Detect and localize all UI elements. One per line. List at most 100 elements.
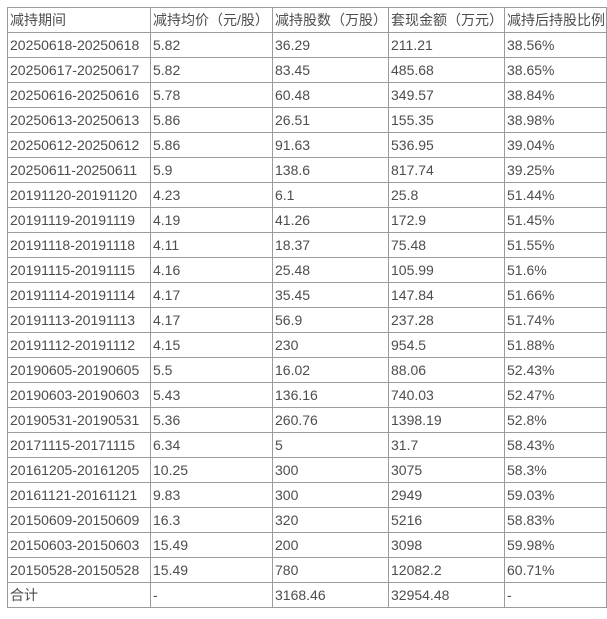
table-cell: 20191119-20191119 bbox=[7, 207, 151, 233]
table-cell: 51.44% bbox=[504, 182, 607, 208]
table-cell: 38.65% bbox=[504, 57, 607, 83]
table-cell: 51.55% bbox=[504, 232, 607, 258]
table-cell: 485.68 bbox=[388, 57, 505, 83]
table-cell: 4.23 bbox=[150, 182, 273, 208]
table-cell: 83.45 bbox=[272, 57, 389, 83]
table-cell: 58.3% bbox=[504, 457, 607, 483]
table-cell: 1398.19 bbox=[388, 407, 505, 433]
table-cell: 15.49 bbox=[150, 557, 273, 583]
table-cell: 20191120-20191120 bbox=[7, 182, 151, 208]
table-cell: 58.43% bbox=[504, 432, 607, 458]
table-cell: 300 bbox=[272, 457, 389, 483]
table-cell: 4.17 bbox=[150, 282, 273, 308]
table-cell: 38.98% bbox=[504, 107, 607, 133]
table-cell: 52.43% bbox=[504, 357, 607, 383]
table-cell: 5.9 bbox=[150, 157, 273, 183]
table-cell: 60.48 bbox=[272, 82, 389, 108]
table-row: 20150528-20150528 15.49 780 12082.2 60.71% bbox=[7, 557, 607, 583]
table-cell: 38.84% bbox=[504, 82, 607, 108]
table-row: 20191114-20191114 4.17 35.45 147.84 51.66% bbox=[7, 282, 607, 308]
table-row: 20191113-20191113 4.17 56.9 237.28 51.74% bbox=[7, 307, 607, 333]
table-body: 20250618-20250618 5.82 36.29 211.21 38.56% 20… bbox=[7, 32, 607, 608]
table-cell: 6.34 bbox=[150, 432, 273, 458]
table-cell: 4.17 bbox=[150, 307, 273, 333]
table-cell: 320 bbox=[272, 507, 389, 533]
total-cell: 合计 bbox=[7, 582, 151, 608]
table-cell: 59.03% bbox=[504, 482, 607, 508]
table-cell: 10.25 bbox=[150, 457, 273, 483]
table-row: 20191118-20191118 4.11 18.37 75.48 51.55% bbox=[7, 232, 607, 258]
table-row: 20161205-20161205 10.25 300 3075 58.3% bbox=[7, 457, 607, 483]
table-cell: 20150603-20150603 bbox=[7, 532, 151, 558]
table-cell: 59.98% bbox=[504, 532, 607, 558]
table-cell: 20150528-20150528 bbox=[7, 557, 151, 583]
table-cell: 4.16 bbox=[150, 257, 273, 283]
table-cell: 38.56% bbox=[504, 32, 607, 58]
table-cell: 36.29 bbox=[272, 32, 389, 58]
table-cell: 56.9 bbox=[272, 307, 389, 333]
table-row: 20250616-20250616 5.78 60.48 349.57 38.84% bbox=[7, 82, 607, 108]
table-cell: 200 bbox=[272, 532, 389, 558]
table-cell: 60.71% bbox=[504, 557, 607, 583]
table-row: 20191120-20191120 4.23 6.1 25.8 51.44% bbox=[7, 182, 607, 208]
table-cell: 88.06 bbox=[388, 357, 505, 383]
table-total-row: 合计 -3168.46 32954.48- bbox=[7, 582, 607, 608]
table-row: 20190603-20190603 5.43 136.16 740.03 52.47% bbox=[7, 382, 607, 408]
table-cell: 5.82 bbox=[150, 32, 273, 58]
table-row: 20191119-20191119 4.19 41.26 172.9 51.45% bbox=[7, 207, 607, 233]
table-cell: 51.66% bbox=[504, 282, 607, 308]
table-cell: 39.04% bbox=[504, 132, 607, 158]
total-cell: 3168.46 bbox=[272, 582, 389, 608]
table-cell: 5 bbox=[272, 432, 389, 458]
table-cell: 260.76 bbox=[272, 407, 389, 433]
column-header: 减持后持股比例 bbox=[504, 7, 607, 33]
table-cell: 20191112-20191112 bbox=[7, 332, 151, 358]
table-cell: 20250618-20250618 bbox=[7, 32, 151, 58]
table-cell: 58.83% bbox=[504, 507, 607, 533]
table-cell: 5216 bbox=[388, 507, 505, 533]
column-header: 减持股数（万股） bbox=[272, 7, 389, 33]
table-cell: 51.88% bbox=[504, 332, 607, 358]
table-cell: 31.7 bbox=[388, 432, 505, 458]
table-row: 20191112-20191112 4.15 230 954.5 51.88% bbox=[7, 332, 607, 358]
table-cell: 20250617-20250617 bbox=[7, 57, 151, 83]
table-cell: 4.15 bbox=[150, 332, 273, 358]
table-cell: 5.86 bbox=[150, 107, 273, 133]
table-cell: 3098 bbox=[388, 532, 505, 558]
table-cell: 20250611-20250611 bbox=[7, 157, 151, 183]
table-cell: 300 bbox=[272, 482, 389, 508]
table-cell: 20250616-20250616 bbox=[7, 82, 151, 108]
table-row: 20171115-20171115 6.34 5 31.7 58.43% bbox=[7, 432, 607, 458]
table-cell: 536.95 bbox=[388, 132, 505, 158]
table-cell: 26.51 bbox=[272, 107, 389, 133]
table-cell: 4.19 bbox=[150, 207, 273, 233]
table-cell: 25.8 bbox=[388, 182, 505, 208]
column-header: 减持均价（元/股） bbox=[150, 7, 273, 33]
table-row: 20250612-20250612 5.86 91.63 536.95 39.04% bbox=[7, 132, 607, 158]
table-cell: 230 bbox=[272, 332, 389, 358]
table-cell: 9.83 bbox=[150, 482, 273, 508]
table-row: 20250611-20250611 5.9 138.6 817.74 39.25% bbox=[7, 157, 607, 183]
table-cell: 51.6% bbox=[504, 257, 607, 283]
table-cell: 20191118-20191118 bbox=[7, 232, 151, 258]
table-row: 20191115-20191115 4.16 25.48 105.99 51.6% bbox=[7, 257, 607, 283]
table-row: 20250617-20250617 5.82 83.45 485.68 38.65% bbox=[7, 57, 607, 83]
table-cell: 5.78 bbox=[150, 82, 273, 108]
table-cell: 51.74% bbox=[504, 307, 607, 333]
table-cell: 105.99 bbox=[388, 257, 505, 283]
table-cell: 5.5 bbox=[150, 357, 273, 383]
table-cell: 20250613-20250613 bbox=[7, 107, 151, 133]
table-cell: 18.37 bbox=[272, 232, 389, 258]
total-cell: - bbox=[504, 582, 607, 608]
table-cell: 780 bbox=[272, 557, 389, 583]
table-header-row: 减持期间 减持均价（元/股） 减持股数（万股） 套现金额（万元） 减持后持股比例 bbox=[7, 7, 607, 33]
table-cell: 20190603-20190603 bbox=[7, 382, 151, 408]
table-cell: 20191113-20191113 bbox=[7, 307, 151, 333]
table-row: 20190605-20190605 5.5 16.02 88.06 52.43% bbox=[7, 357, 607, 383]
table-cell: 20191115-20191115 bbox=[7, 257, 151, 283]
table-cell: 740.03 bbox=[388, 382, 505, 408]
table-cell: 20171115-20171115 bbox=[7, 432, 151, 458]
column-header: 减持期间 bbox=[7, 7, 151, 33]
table-cell: 6.1 bbox=[272, 182, 389, 208]
table-row: 20150609-20150609 16.3 320 5216 58.83% bbox=[7, 507, 607, 533]
